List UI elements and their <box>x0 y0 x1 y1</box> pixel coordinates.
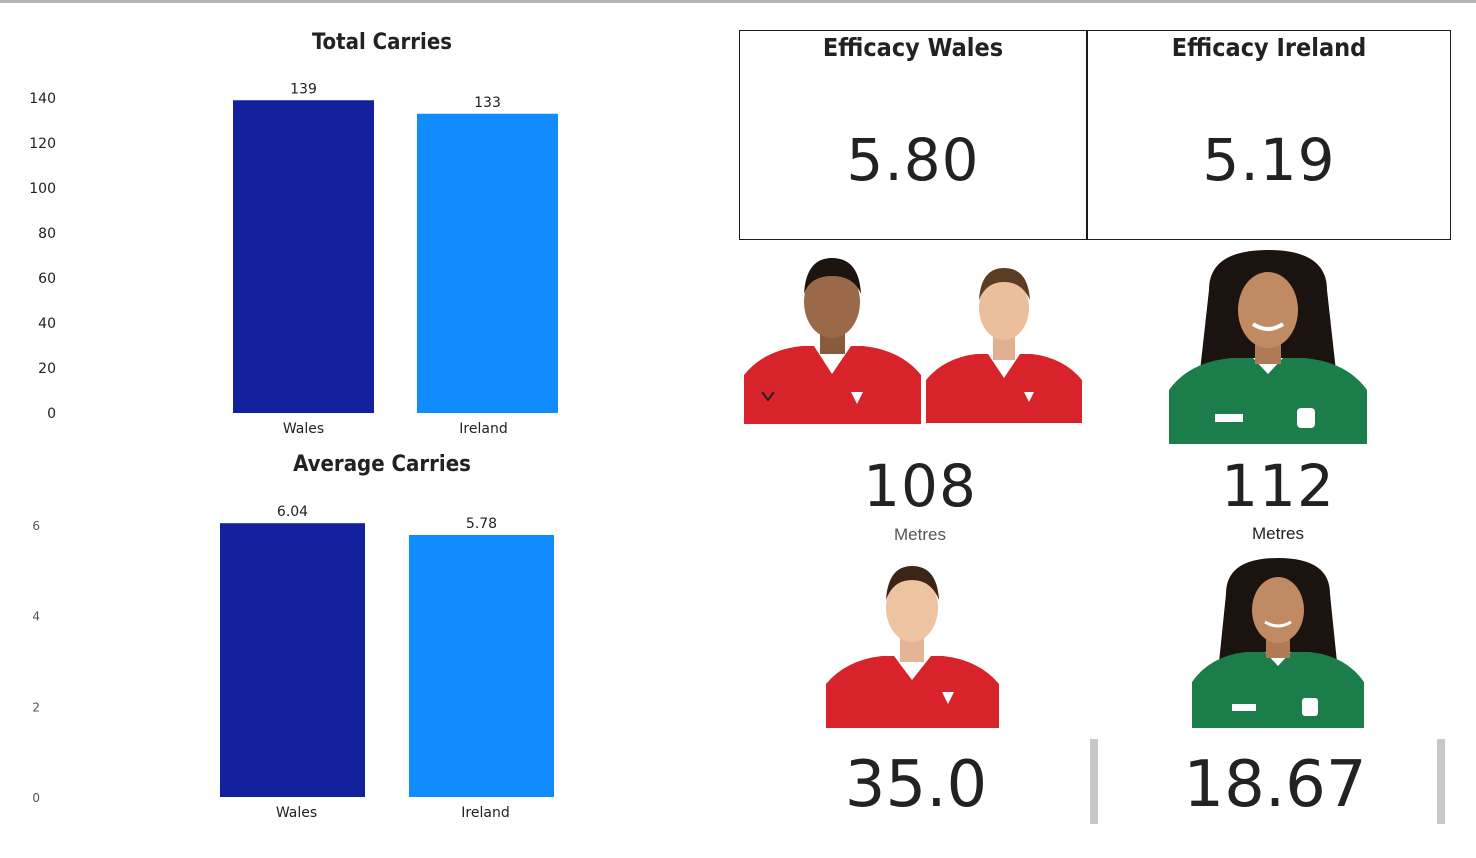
x-tick-label: Wales <box>283 421 324 437</box>
data-label: 6.04 <box>277 504 308 520</box>
data-label: 5.78 <box>466 516 497 532</box>
y-tick-label: 140 <box>29 91 56 107</box>
y-tick-label: 6 <box>32 519 40 533</box>
top-border <box>0 0 1476 3</box>
y-tick-label: 2 <box>32 700 40 714</box>
x-tick-label: Ireland <box>461 805 509 821</box>
efficacy-wales-title: Efficacy Wales <box>822 33 1004 62</box>
y-tick-label: 4 <box>32 610 40 624</box>
right-scrollbar[interactable] <box>1437 739 1445 824</box>
total-carries-title: Total Carries <box>311 30 453 55</box>
wales-player-photo-1 <box>744 250 921 424</box>
efficacy-ireland-title: Efficacy Ireland <box>1171 33 1367 62</box>
average-carries-title: Average Carries <box>293 452 471 477</box>
average-carries-chart: 0 2 4 6 6.04 Wales 5.78 Ireland <box>32 504 554 821</box>
y-tick-label: 80 <box>38 226 56 242</box>
wales-player-photo-3 <box>826 560 999 728</box>
y-tick-label: 60 <box>38 271 56 287</box>
bar-wales <box>220 523 365 797</box>
efficacy-ireland-card: Efficacy Ireland 5.19 <box>1087 30 1451 240</box>
ireland-metres-label: Metres <box>1252 524 1304 543</box>
wales-player-photo-2 <box>926 262 1082 423</box>
ireland-bottom-value: 18.67 <box>1183 748 1367 822</box>
left-scrollbar[interactable] <box>1090 739 1098 824</box>
ireland-metres-value: 112 <box>1221 452 1335 520</box>
efficacy-wales-card: Efficacy Wales 5.80 <box>739 30 1087 240</box>
data-label: 133 <box>474 95 501 111</box>
wales-bottom-value: 35.0 <box>844 748 988 822</box>
efficacy-wales-value: 5.80 <box>846 126 980 194</box>
x-tick-label: Wales <box>276 805 317 821</box>
y-tick-label: 40 <box>38 316 56 332</box>
wales-player-portrait <box>826 566 999 728</box>
y-tick-label: 100 <box>29 181 56 197</box>
ireland-player-photo-1 <box>1169 250 1367 444</box>
y-tick-label: 0 <box>47 406 56 422</box>
y-tick-label: 20 <box>38 361 56 377</box>
wales-metres-label: Metres <box>894 525 946 544</box>
wales-player-portrait <box>926 268 1082 423</box>
bar-ireland <box>409 534 554 797</box>
bar-ireland <box>417 113 558 413</box>
y-tick-label: 0 <box>32 791 40 805</box>
ireland-player-portrait <box>1169 250 1367 444</box>
y-tick-label: 120 <box>29 136 56 152</box>
total-carries-chart: 0 20 40 60 80 100 120 140 139 Wales 133 Ireland <box>29 81 558 437</box>
bar-wales <box>233 100 374 413</box>
wales-player-portrait <box>744 258 921 424</box>
ireland-player-portrait <box>1192 558 1364 728</box>
x-tick-label: Ireland <box>459 421 507 437</box>
efficacy-ireland-value: 5.19 <box>1202 126 1336 194</box>
ireland-player-photo-2 <box>1192 558 1364 728</box>
wales-metres-value: 108 <box>863 452 977 520</box>
data-label: 139 <box>290 81 317 97</box>
